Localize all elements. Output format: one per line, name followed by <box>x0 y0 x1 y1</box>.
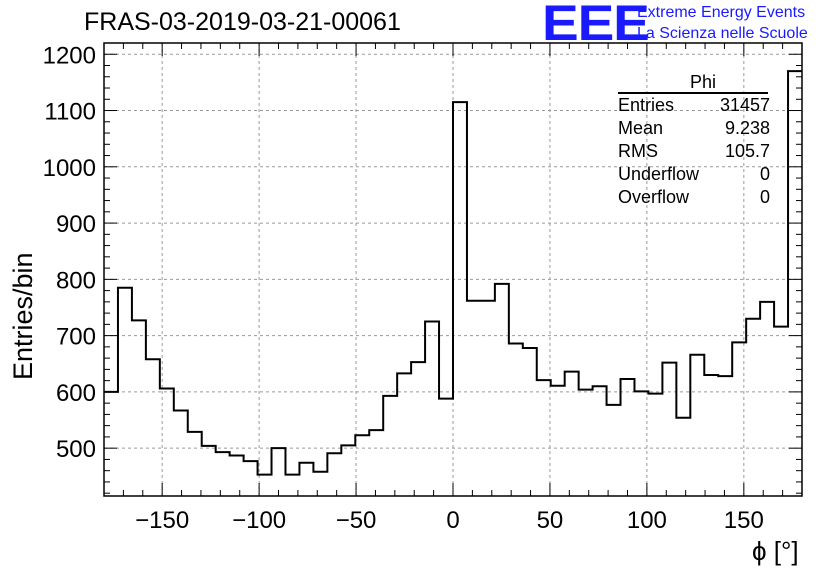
histogram-bin <box>662 363 676 496</box>
histogram-bin <box>565 372 579 496</box>
histogram-bin <box>746 319 760 496</box>
histogram-bin <box>327 453 341 496</box>
histogram-bin <box>788 71 802 496</box>
histogram-bin <box>774 327 788 496</box>
histogram-bin <box>676 418 690 496</box>
histogram-bin <box>174 410 188 496</box>
logo-line-2: La Scienza nelle Scuole <box>637 25 808 42</box>
histogram-bin <box>718 376 732 496</box>
histogram-bin <box>690 355 704 496</box>
histogram-bin <box>258 475 272 496</box>
histogram-bin <box>732 342 746 496</box>
histogram-bin <box>369 430 383 496</box>
histogram-bin <box>244 461 258 496</box>
histogram-bin <box>425 322 439 496</box>
histogram-bin <box>299 463 313 496</box>
histogram-bin <box>607 405 621 496</box>
x-tick-label: 150 <box>724 507 764 534</box>
stats-label: Entries <box>618 95 675 115</box>
x-tick-label: −100 <box>232 507 286 534</box>
x-tick-label: 100 <box>627 507 667 534</box>
histogram-bin <box>523 348 537 496</box>
y-tick-label: 800 <box>56 267 96 294</box>
stats-label: Overflow <box>618 187 690 207</box>
stats-row: RMS 105.7 <box>610 140 778 163</box>
stats-row: Underflow 0 <box>610 163 778 186</box>
y-axis-label: Entries/bin <box>8 252 38 380</box>
histogram-bin <box>551 386 565 496</box>
histogram-bin <box>341 445 355 496</box>
stats-value: 0 <box>759 164 770 184</box>
histogram-bin <box>648 394 662 496</box>
stats-row: Entries 31457 <box>610 94 778 117</box>
stats-value: 105.7 <box>724 141 770 161</box>
x-axis-label: ϕ [°] <box>752 536 799 566</box>
histogram-bin <box>146 359 160 496</box>
chart-title: FRAS-03-2019-03-21-00061 <box>84 8 401 36</box>
histogram-line <box>104 70 802 476</box>
y-tick-label: 1100 <box>44 99 96 126</box>
histogram-bin <box>579 390 593 496</box>
y-tick-label: 700 <box>56 324 96 351</box>
histogram-bin <box>593 386 607 496</box>
histogram-bin <box>202 446 216 496</box>
histogram-bin <box>216 452 230 496</box>
histogram-bin <box>760 302 774 496</box>
logo-line-1: Extreme Energy Events <box>637 4 806 21</box>
histogram-bin <box>411 362 425 496</box>
y-tick-label: 900 <box>56 211 96 238</box>
histogram-bin <box>272 448 286 496</box>
histogram-bin <box>537 380 551 496</box>
stats-title: Phi <box>618 72 768 94</box>
histogram-bin <box>621 379 635 496</box>
y-tick-label: 500 <box>56 436 96 463</box>
x-tick-label: 50 <box>537 507 564 534</box>
stats-label: Mean <box>618 118 664 138</box>
stats-row: Mean 9.238 <box>610 117 778 140</box>
stats-value: 31457 <box>719 95 770 115</box>
histogram-bin <box>495 284 509 496</box>
stats-value: 0 <box>759 187 770 207</box>
histogram-bin <box>188 432 202 496</box>
histogram-bin <box>285 475 299 496</box>
x-tick-label: −150 <box>135 507 189 534</box>
histogram-bin <box>453 102 467 496</box>
histogram-bin <box>355 435 369 496</box>
y-tick-label: 600 <box>56 380 96 407</box>
stats-label: RMS <box>618 141 658 161</box>
stats-box: Phi Entries 31457 Mean 9.238 RMS 105.7 Unde… <box>610 72 778 209</box>
histogram-bin <box>132 320 146 496</box>
histogram-bin <box>313 472 327 496</box>
histogram-bin <box>481 301 495 496</box>
histogram-bin <box>467 301 481 496</box>
histogram-bin <box>104 392 118 496</box>
histogram-bin <box>634 391 648 496</box>
x-tick-label: −50 <box>336 507 377 534</box>
x-tick-label: 0 <box>446 507 459 534</box>
histogram-bin <box>439 399 453 496</box>
eee-logo: EEE <box>542 0 650 51</box>
stats-row: Overflow 0 <box>610 186 778 209</box>
y-tick-label: 1200 <box>43 42 96 69</box>
histogram-bin <box>383 396 397 496</box>
stats-label: Underflow <box>618 164 700 184</box>
histogram-bin <box>509 343 523 496</box>
histogram-bin <box>230 455 244 496</box>
y-tick-label: 1000 <box>43 155 96 182</box>
histogram-bin <box>704 375 718 496</box>
stats-value: 9.238 <box>724 118 770 138</box>
